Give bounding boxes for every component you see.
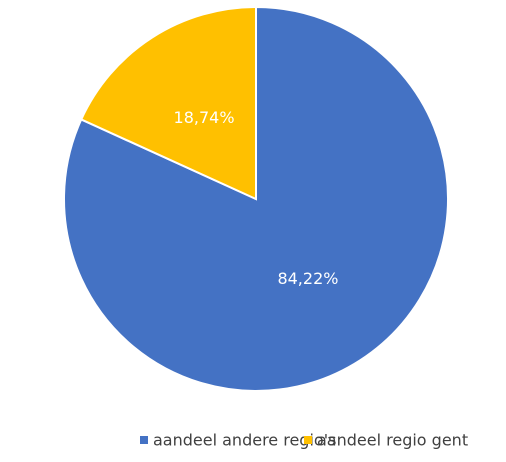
legend-label: aandeel regio gent [317,431,468,450]
data-label: 18,74% [174,108,235,127]
legend-label: aandeel andere regio's [153,431,336,450]
legend-swatch [304,436,312,444]
pie-slice [79,5,257,201]
legend-swatch [140,436,148,444]
data-label: 84,22% [277,269,338,288]
pie-slice [63,5,449,392]
